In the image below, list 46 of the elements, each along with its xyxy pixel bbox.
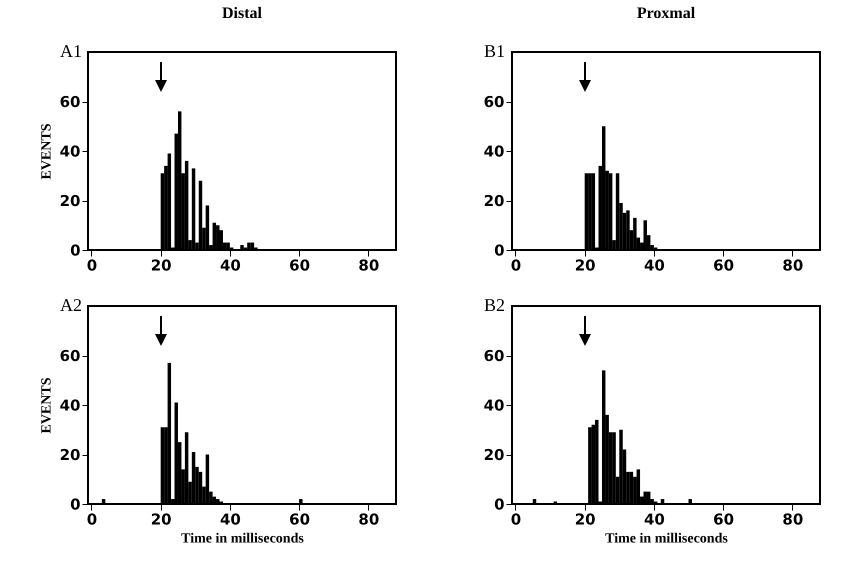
y-tick-label: 0: [494, 242, 504, 260]
y-tick-label: 20: [484, 192, 504, 210]
y-tick-label: 60: [60, 347, 80, 365]
y-tick-label: 0: [70, 242, 80, 260]
y-tick-label: 40: [484, 142, 504, 160]
x-tick-label: 20: [150, 256, 172, 274]
x-tick-label: 0: [510, 510, 522, 528]
x-tick-label: 40: [644, 256, 665, 274]
chart-title: Distal: [222, 5, 263, 22]
y-tick-label: 60: [60, 93, 80, 111]
x-tick-label: 0: [86, 256, 98, 274]
y-tick-label: 60: [484, 347, 504, 365]
x-axis-title: Time in milliseconds: [181, 532, 304, 546]
y-tick-label: 20: [60, 446, 80, 464]
x-tick-label: 20: [574, 510, 596, 528]
chart-title: Proxmal: [636, 5, 696, 22]
y-tick-label: 60: [484, 93, 504, 111]
x-tick-label: 0: [86, 510, 98, 528]
y-tick-label: 20: [60, 192, 80, 210]
text: B1: [484, 41, 506, 61]
x-tick-label: 80: [782, 256, 804, 274]
x-tick-label: 80: [782, 510, 804, 528]
x-axis-title: Time in milliseconds: [605, 532, 728, 546]
text: A1: [60, 41, 82, 61]
y-axis-title: EVENTS: [40, 377, 55, 434]
y-tick-label: 40: [484, 396, 504, 414]
x-tick-label: 40: [220, 510, 241, 528]
x-tick-label: 20: [574, 256, 596, 274]
y-tick-label: 0: [70, 496, 80, 514]
x-tick-label: 0: [510, 256, 522, 274]
x-tick-label: 20: [150, 510, 172, 528]
x-tick-label: 80: [358, 510, 380, 528]
x-tick-label: 60: [713, 510, 734, 528]
x-tick-label: 40: [644, 510, 665, 528]
x-tick-label: 60: [289, 510, 310, 528]
text: A2: [60, 295, 82, 315]
x-tick-label: 60: [289, 256, 310, 274]
y-tick-label: 20: [484, 446, 504, 464]
y-tick-label: 0: [494, 496, 504, 514]
x-tick-label: 60: [713, 256, 734, 274]
x-tick-label: 80: [358, 256, 380, 274]
y-tick-label: 40: [60, 142, 80, 160]
y-axis-title: EVENTS: [40, 123, 55, 180]
text: B2: [484, 295, 506, 315]
x-tick-label: 40: [220, 256, 241, 274]
y-tick-label: 40: [60, 396, 80, 414]
